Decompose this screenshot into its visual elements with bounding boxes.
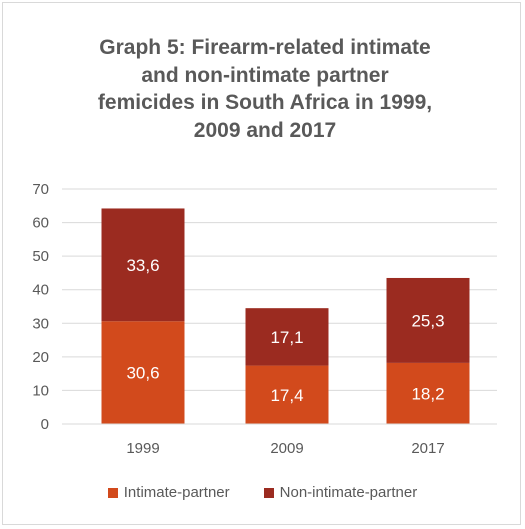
legend-swatch <box>107 487 118 498</box>
y-tick-label: 70 <box>32 181 49 198</box>
legend-item: Intimate-partner <box>107 484 230 501</box>
bar-non-intimate-partner-1999 <box>101 208 185 322</box>
chart-legend: Intimate-partner Non-intimate-partner <box>0 484 525 501</box>
y-tick-label: 30 <box>32 315 49 332</box>
chart-frame <box>2 2 521 525</box>
data-label: 30,6 <box>126 364 159 383</box>
y-tick-label: 60 <box>32 215 49 232</box>
legend-swatch <box>263 487 274 498</box>
bar-non-intimate-partner-2009 <box>245 308 329 366</box>
data-label: 25,3 <box>411 311 444 330</box>
x-tick-label: 2017 <box>411 440 444 457</box>
x-tick-label: 1999 <box>126 440 159 457</box>
y-tick-label: 40 <box>32 282 49 299</box>
y-tick-label: 50 <box>32 248 49 265</box>
data-label: 18,2 <box>411 384 444 403</box>
legend-item: Non-intimate-partner <box>263 484 418 501</box>
legend-label: Non-intimate-partner <box>279 484 418 501</box>
y-tick-label: 20 <box>32 349 49 366</box>
bar-intimate-partner-2009 <box>245 365 329 424</box>
data-label: 17,4 <box>270 386 303 405</box>
legend-label: Intimate-partner <box>123 484 230 501</box>
bar-intimate-partner-2017 <box>386 362 470 424</box>
bar-non-intimate-partner-2017 <box>386 277 470 363</box>
data-label: 33,6 <box>126 256 159 275</box>
chart-title: Graph 5: Firearm-related intimate and no… <box>97 36 433 142</box>
y-tick-label: 0 <box>41 416 49 433</box>
x-tick-label: 2009 <box>270 440 303 457</box>
bar-intimate-partner-1999 <box>101 321 185 424</box>
y-tick-label: 10 <box>32 382 49 399</box>
data-label: 17,1 <box>270 328 303 347</box>
